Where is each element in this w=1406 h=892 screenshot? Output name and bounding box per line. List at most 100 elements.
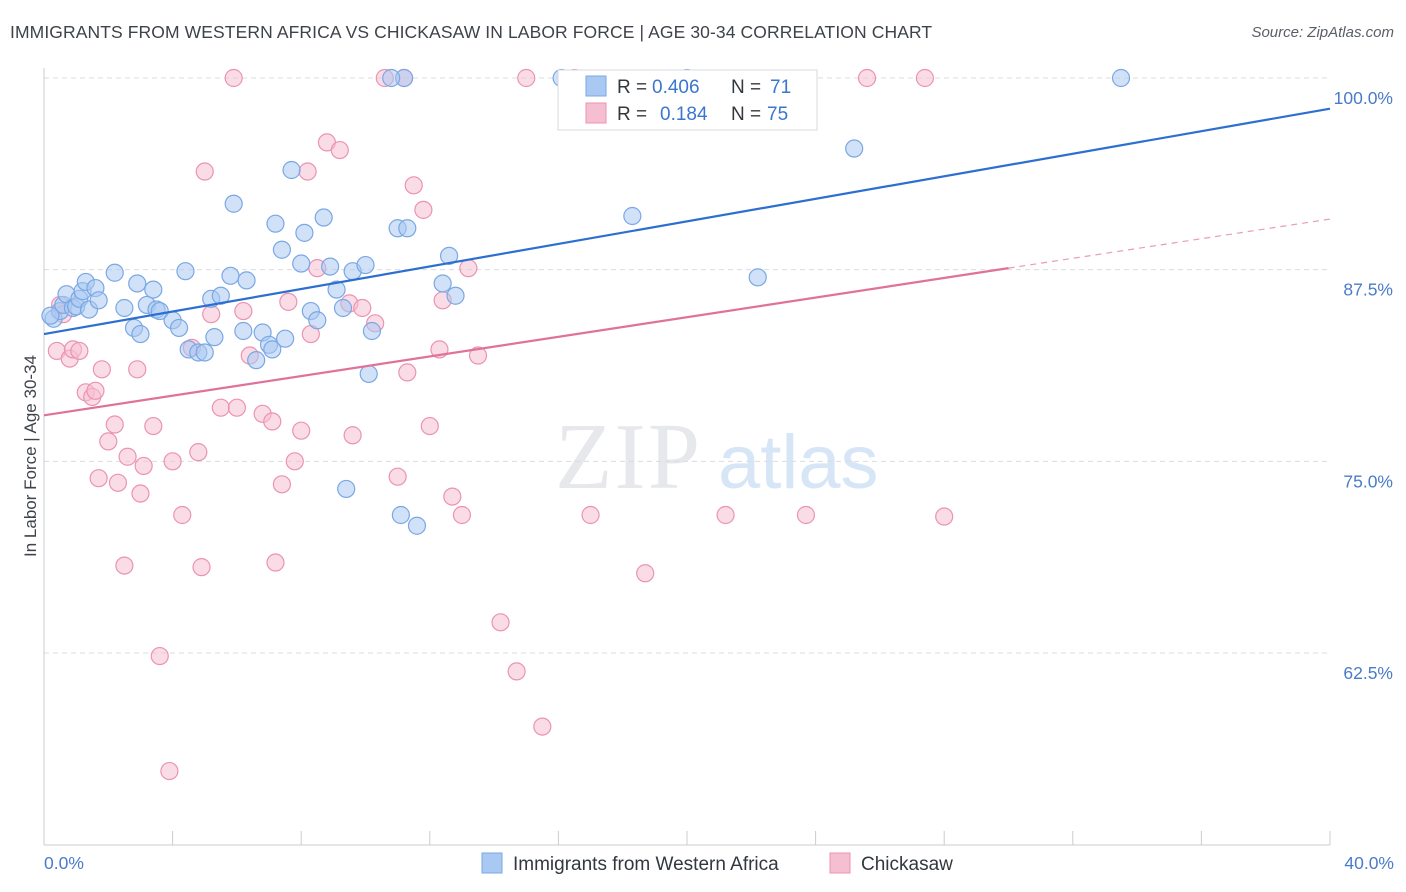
western-africa-point (295, 223, 314, 242)
chickasaw-point (224, 68, 243, 88)
western-africa-point (308, 311, 327, 330)
western-africa-point (211, 286, 230, 305)
chickasaw-point (195, 162, 214, 181)
chickasaw-point (459, 259, 478, 278)
chickasaw-point (263, 412, 282, 431)
chickasaw-point (266, 553, 285, 572)
trend-line-chickasaw (43, 267, 1009, 417)
chickasaw-point (935, 507, 954, 526)
western-africa-point (1111, 68, 1131, 88)
chickasaw-point (581, 505, 600, 525)
western-africa-point (176, 262, 195, 281)
chickasaw-point (388, 467, 407, 486)
western-africa-point (263, 340, 282, 359)
x-tick-label-max: 40.0% (1344, 853, 1394, 873)
chickasaw-point (192, 558, 211, 577)
x-tick-label-min: 0.0% (44, 853, 84, 873)
western-africa-point (224, 194, 243, 213)
chickasaw-point (150, 646, 169, 666)
grid-lines (44, 77, 1330, 654)
chickasaw-point (414, 200, 433, 219)
chickasaw-point (468, 346, 488, 365)
western-africa-point (407, 516, 427, 535)
chickasaw-point (105, 415, 124, 434)
western-africa-point (439, 246, 459, 265)
western-africa-point (321, 257, 340, 276)
source-label: Source: ZipAtlas.com (1251, 24, 1394, 41)
western-africa-point (327, 280, 346, 299)
western-africa-point (623, 206, 642, 226)
western-africa-point (276, 329, 295, 348)
legend: R = 0.406 N = 71 R = 0.184 N = 75 (557, 69, 818, 131)
western-africa-point (195, 343, 214, 362)
legend-r-label-2: R = (617, 104, 647, 125)
chickasaw-point (160, 761, 179, 781)
chickasaw-point (272, 475, 292, 494)
chickasaw-point (89, 469, 108, 488)
chickasaw-point (108, 473, 128, 492)
chickasaw-point (716, 505, 735, 525)
western-africa-point (337, 479, 356, 499)
chickasaw-point (343, 426, 362, 445)
y-tick-label: 75.0% (1343, 471, 1393, 491)
chickasaw-point (144, 416, 163, 436)
legend-n-value-1: 71 (770, 77, 791, 98)
bottom-legend-label-blue: Immigrants from Western Africa (513, 854, 779, 875)
chickasaw-point (398, 363, 417, 382)
western-africa-point (398, 219, 417, 238)
legend-n-value-2: 75 (767, 104, 788, 125)
western-africa-point (221, 266, 240, 285)
western-africa-point (382, 68, 401, 88)
western-africa-point (234, 321, 253, 341)
chickasaw-point (189, 443, 208, 462)
chickasaw-point (298, 162, 317, 181)
chickasaw-point (131, 484, 150, 503)
chickasaw-point (443, 487, 462, 506)
chickasaw-point (86, 381, 105, 400)
y-tick-label: 100.0% (1334, 88, 1393, 108)
western-africa-point (169, 318, 189, 338)
bottom-legend-label-pink: Chickasaw (861, 854, 953, 875)
chickasaw-point (163, 452, 182, 471)
chickasaw-point (128, 360, 147, 379)
chickasaw-point (118, 447, 137, 466)
western-africa-point (272, 240, 292, 259)
legend-r-label-1: R = (617, 77, 647, 98)
series-western-africa-points (41, 68, 1131, 535)
chickasaw-point (202, 305, 221, 324)
chickasaw-point (285, 452, 304, 471)
bottom-legend: Immigrants from Western Africa Chickasaw (481, 852, 953, 875)
y-tick-label: 62.5% (1343, 663, 1393, 683)
chickasaw-point (211, 398, 230, 417)
chickasaw-point (507, 662, 526, 681)
bottom-legend-swatch-blue (481, 852, 503, 874)
chickasaw-point (173, 505, 192, 525)
western-africa-point (359, 364, 378, 384)
western-africa-point (433, 274, 452, 293)
chickasaw-point (452, 505, 472, 525)
y-tick-labels: 62.5% 75.0% 87.5% 100.0% (1334, 88, 1393, 683)
chickasaw-point (134, 456, 153, 476)
western-africa-point (247, 351, 266, 370)
legend-r-value-2: 0.184 (660, 104, 708, 125)
chickasaw-point (491, 613, 510, 632)
chickasaw-point (533, 717, 552, 736)
western-africa-point (292, 254, 311, 273)
chickasaw-point (292, 421, 311, 440)
western-africa-point (115, 298, 134, 318)
chickasaw-point (420, 416, 439, 436)
chickasaw-point (353, 298, 372, 318)
chickasaw-point (857, 68, 877, 88)
western-africa-point (131, 324, 150, 344)
legend-n-label-1: N = (731, 77, 761, 98)
y-tick-label: 87.5% (1343, 280, 1393, 300)
chickasaw-point (99, 432, 118, 451)
western-africa-point (144, 280, 163, 299)
watermark: ZIP atlas (555, 405, 879, 509)
x-tick-marks (43, 831, 1331, 845)
western-africa-point (356, 255, 375, 275)
trend-lines (43, 107, 1331, 417)
chickasaw-point (796, 505, 816, 525)
western-africa-point (748, 268, 767, 287)
